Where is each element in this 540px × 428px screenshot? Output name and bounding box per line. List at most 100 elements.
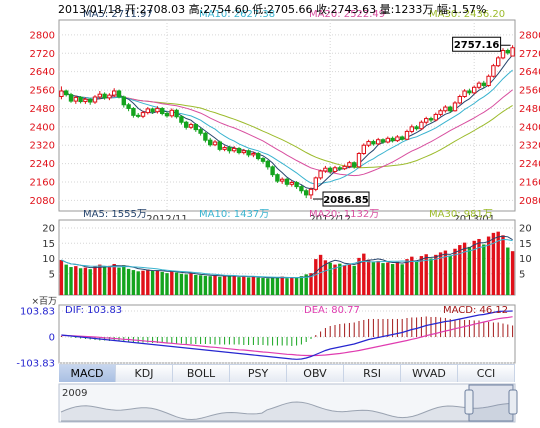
low-label-box bbox=[322, 191, 370, 207]
volume-tick-left: 15 bbox=[42, 239, 55, 250]
price-tick-right: 2560 bbox=[519, 86, 540, 97]
candle-body bbox=[174, 109, 179, 118]
candle-body bbox=[414, 126, 419, 130]
candle-body bbox=[164, 113, 170, 117]
volume-bar bbox=[242, 276, 246, 295]
volume-bar bbox=[338, 263, 342, 295]
candle-body bbox=[448, 106, 453, 112]
candle-body bbox=[88, 98, 93, 103]
candle-body bbox=[304, 190, 309, 196]
candle-body bbox=[78, 96, 83, 103]
tab-macd[interactable]: MACD bbox=[59, 365, 116, 382]
candle-body bbox=[227, 147, 232, 152]
candle-body bbox=[356, 153, 362, 168]
volume-bar bbox=[477, 238, 481, 295]
candle-body bbox=[289, 181, 295, 185]
macd-legend: MACD: 46.12 bbox=[443, 305, 508, 316]
tab-obv[interactable]: OBV bbox=[287, 365, 344, 382]
candle-body bbox=[112, 90, 117, 96]
volume-bar bbox=[78, 268, 83, 295]
candle-body bbox=[404, 130, 410, 140]
candle-body bbox=[462, 90, 467, 98]
volume-bar bbox=[299, 276, 304, 295]
volume-bar bbox=[98, 264, 102, 295]
volume-bar bbox=[491, 232, 496, 295]
candle-body bbox=[332, 167, 338, 172]
candle-body bbox=[198, 129, 203, 134]
candle-body bbox=[275, 174, 280, 182]
volume-bar bbox=[294, 278, 299, 295]
dea-line bbox=[61, 316, 513, 357]
volume-bar bbox=[467, 246, 472, 295]
price-tick-right: 2240 bbox=[519, 159, 540, 170]
volume-bar bbox=[194, 274, 198, 295]
volume-bar bbox=[270, 277, 275, 295]
candle-body bbox=[136, 114, 141, 117]
volume-bar bbox=[251, 276, 256, 295]
quote-header: 2013/01/18 开:2708.03 高:2754.60 低:2705.66… bbox=[58, 3, 487, 16]
volume-bar bbox=[227, 276, 232, 295]
volume-bar bbox=[414, 261, 419, 295]
dif-legend: DIF: 103.83 bbox=[65, 305, 122, 316]
price-tick-right: 2720 bbox=[519, 49, 540, 60]
volume-bar bbox=[410, 256, 414, 295]
price-ma-legend-2: MA20: 2522.49 bbox=[309, 9, 385, 20]
volume-tick-right: 10 bbox=[519, 254, 532, 265]
indicator-tabs: MACD KDJ BOLL PSY OBV RSI WVAD CCI bbox=[59, 364, 515, 382]
candle-body bbox=[102, 93, 107, 99]
candle-body bbox=[313, 177, 319, 190]
candle-body bbox=[308, 188, 314, 196]
volume-bar bbox=[352, 265, 356, 295]
tab-boll[interactable]: BOLL bbox=[173, 365, 230, 382]
candle-body bbox=[121, 96, 126, 106]
volume-tick-right: 20 bbox=[519, 224, 532, 235]
candle-body bbox=[294, 181, 299, 188]
candle-body bbox=[299, 186, 304, 192]
volume-bar bbox=[342, 265, 347, 295]
navigator-year-label: 2009 bbox=[62, 388, 87, 399]
volume-bar bbox=[443, 250, 448, 295]
candle-body bbox=[400, 136, 405, 140]
volume-bar bbox=[179, 273, 184, 295]
navigator-handle-right[interactable] bbox=[508, 389, 518, 415]
candle-body bbox=[68, 94, 74, 102]
volume-bar bbox=[198, 275, 203, 295]
candle-body bbox=[395, 136, 400, 142]
volume-bar bbox=[102, 267, 107, 295]
volume-bar bbox=[203, 275, 208, 295]
price-ma-legend-1: MA10: 2627.38 bbox=[199, 9, 275, 20]
volume-bar bbox=[366, 259, 371, 295]
price-tick-left: 2640 bbox=[30, 67, 55, 78]
candle-body bbox=[419, 121, 424, 130]
candle-body bbox=[284, 178, 290, 185]
volume-bar bbox=[208, 276, 212, 295]
volume-bar bbox=[434, 254, 438, 295]
candle-body bbox=[342, 165, 347, 170]
candle-body bbox=[73, 96, 78, 102]
volume-bar bbox=[429, 258, 433, 295]
candle-body bbox=[409, 126, 415, 132]
tab-wvad[interactable]: WVAD bbox=[401, 365, 458, 382]
candle-body bbox=[212, 141, 218, 146]
tab-psy[interactable]: PSY bbox=[230, 365, 287, 382]
volume-bar bbox=[314, 259, 318, 295]
candle-body bbox=[380, 139, 386, 143]
volume-bar bbox=[136, 271, 140, 295]
candle-body bbox=[131, 107, 136, 116]
dif-line bbox=[61, 310, 513, 360]
candle-body bbox=[385, 137, 391, 143]
macd-tick: 0 bbox=[49, 333, 55, 344]
price-tick-left: 2160 bbox=[30, 178, 55, 189]
candle-body bbox=[208, 139, 213, 146]
volume-bar bbox=[347, 263, 352, 295]
navigator-handle-left[interactable] bbox=[464, 389, 474, 415]
tab-rsi[interactable]: RSI bbox=[344, 365, 401, 382]
volume-bar bbox=[69, 267, 73, 295]
candle-body bbox=[107, 94, 112, 99]
candle-body bbox=[179, 116, 184, 123]
volume-bar bbox=[309, 273, 313, 295]
tab-cci[interactable]: CCI bbox=[458, 365, 515, 382]
volume-ma-legend-3: MA30: 981万 bbox=[429, 209, 493, 220]
tab-kdj[interactable]: KDJ bbox=[116, 365, 173, 382]
